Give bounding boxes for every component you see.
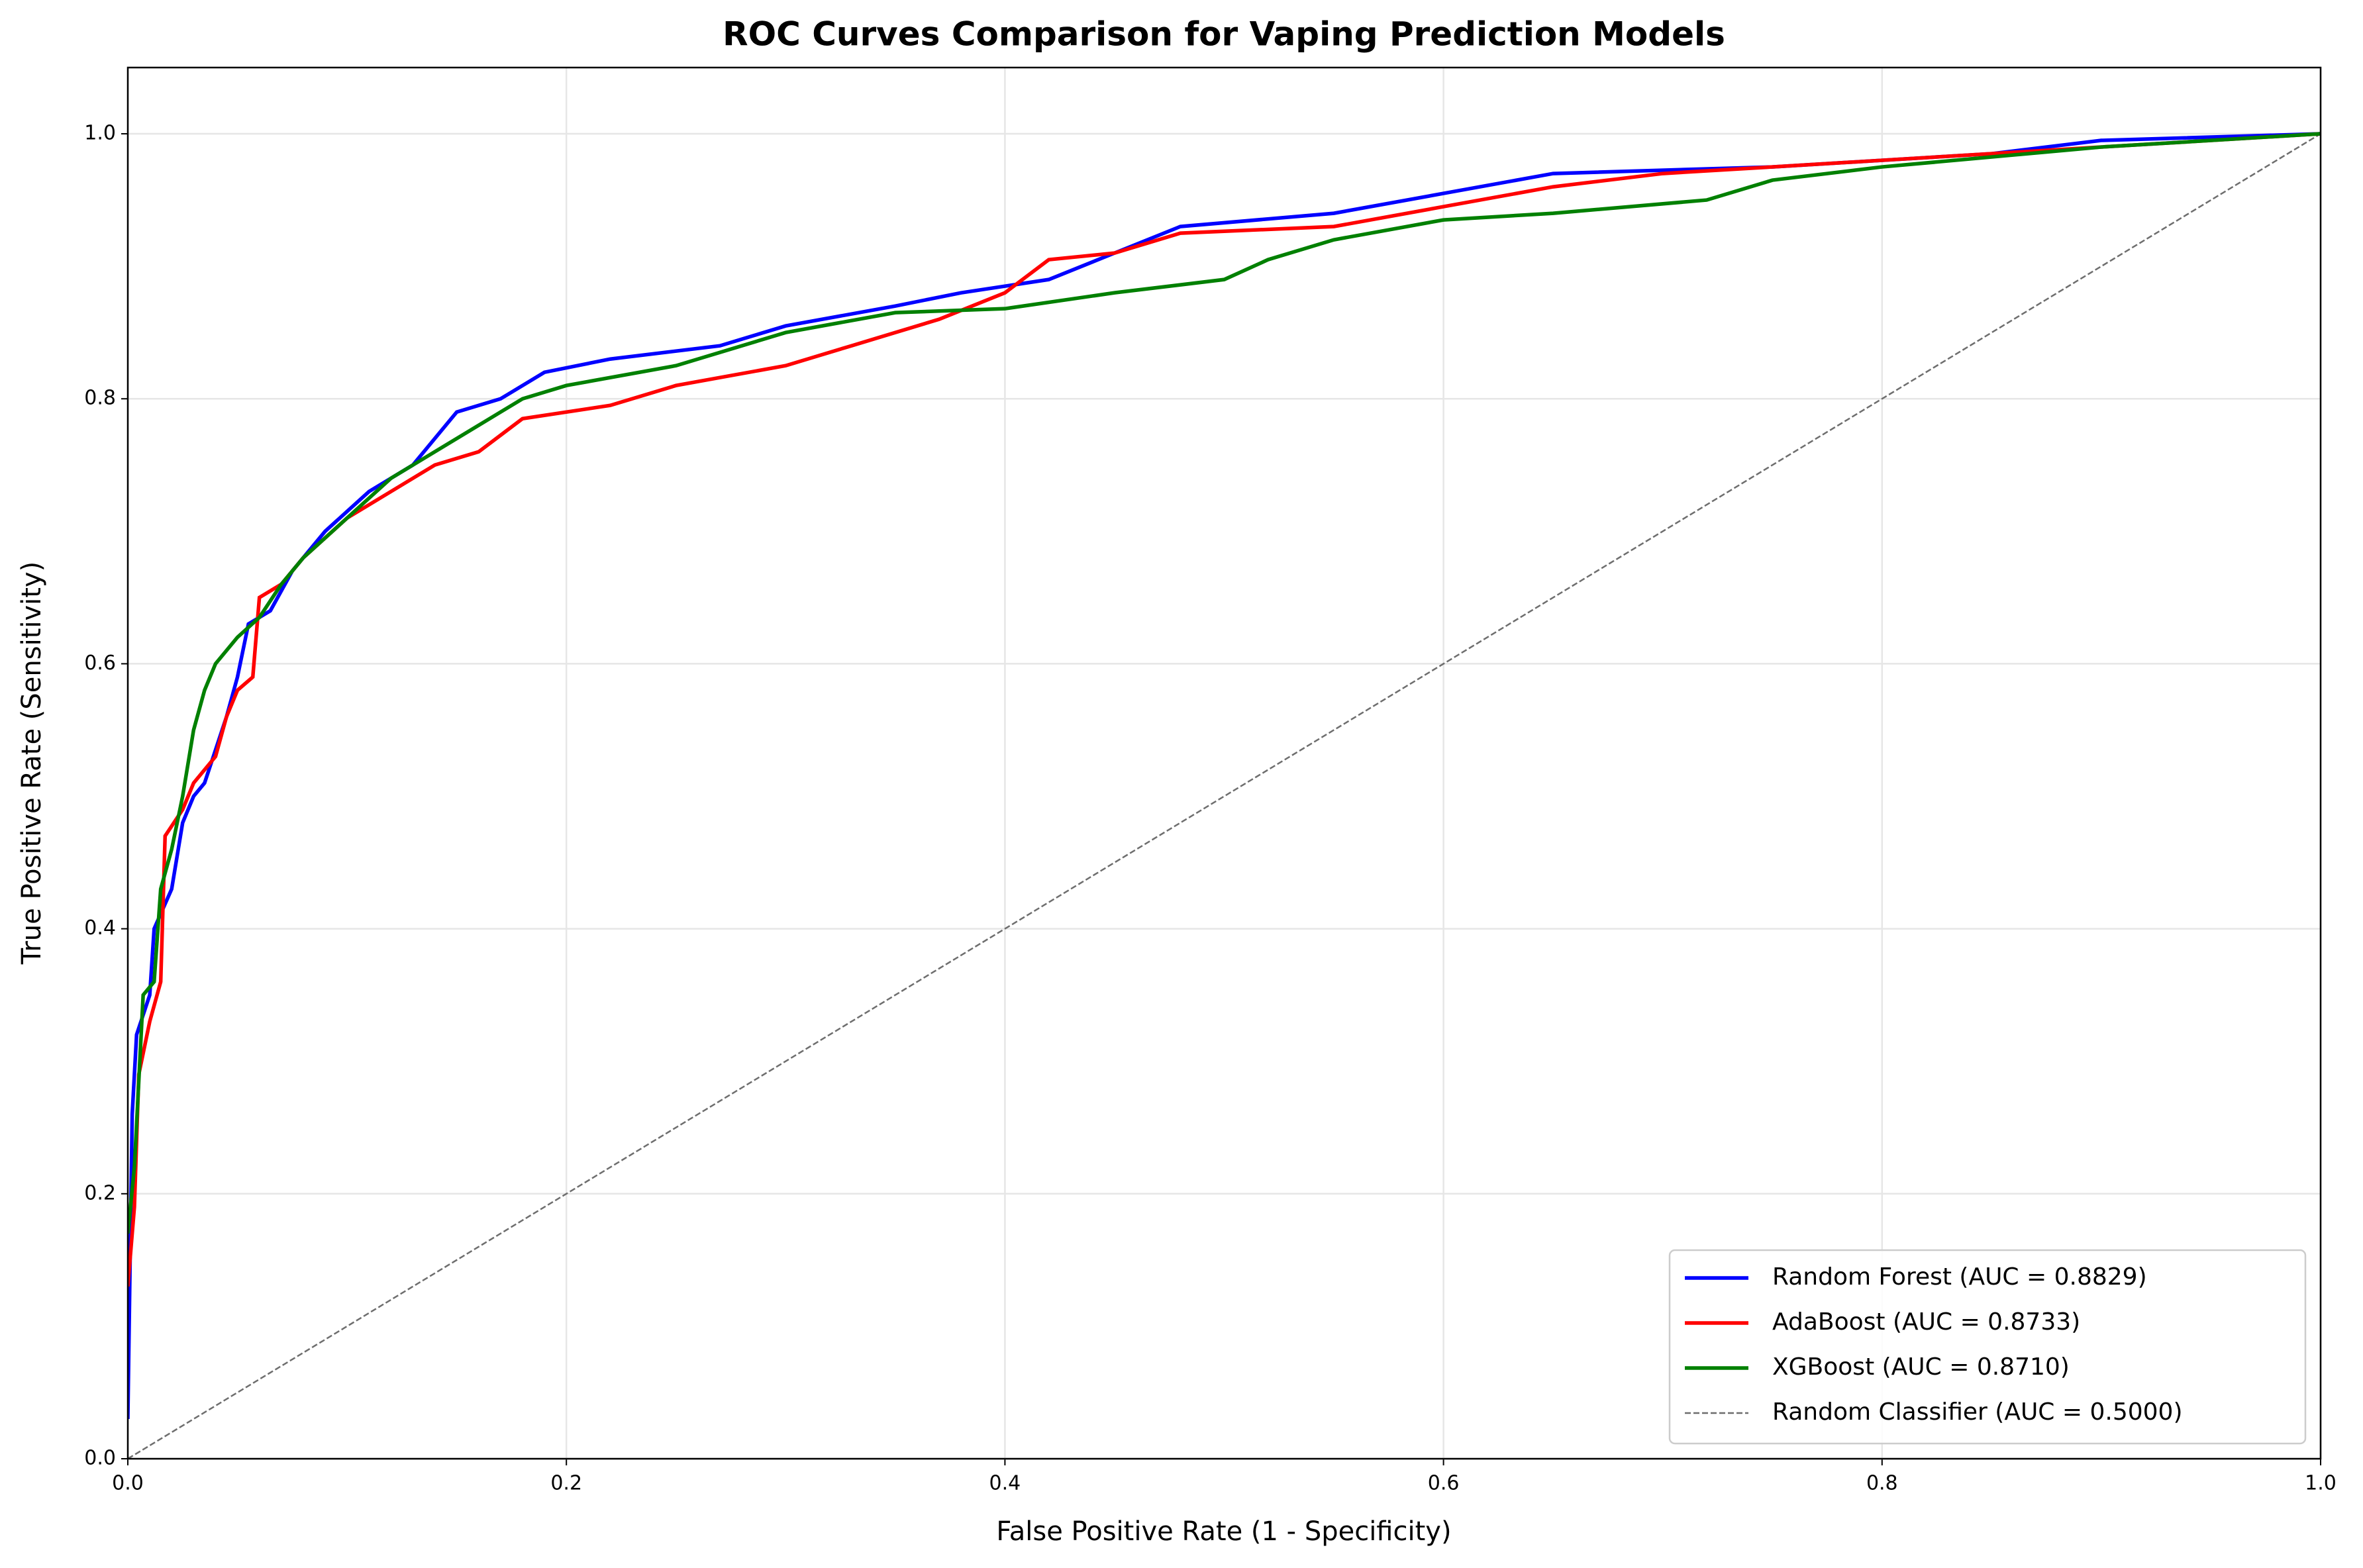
legend-label: AdaBoost (AUC = 0.8733) [1772,1308,2080,1336]
y-axis-label: True Positive Rate (Sensitivity) [17,562,47,965]
legend-box [1668,1249,2307,1445]
roc-curve [128,132,2321,1420]
x-axis-label: False Positive Rate (1 - Specificity) [996,1516,1451,1547]
legend-label: Random Classifier (AUC = 0.5000) [1772,1398,2183,1426]
chart-title: ROC Curves Comparison for Vaping Predict… [723,15,1725,54]
plot-area [128,132,2321,1459]
roc-curve [128,132,2321,1234]
x-tick-label: 0.0 [112,1472,144,1495]
x-tick-label: 0.2 [550,1472,582,1495]
x-tick-label: 1.0 [2305,1472,2337,1495]
y-tick-label: 1.0 [84,122,116,145]
x-tick-label: 0.8 [1866,1472,1898,1495]
y-tick-label: 0.6 [84,652,116,675]
legend-label: XGBoost (AUC = 0.8710) [1772,1353,2070,1381]
reference-line [128,132,2321,1459]
y-tick-label: 0.4 [84,916,116,940]
y-tick-label: 0.0 [84,1447,116,1470]
x-tick-label: 0.4 [989,1472,1021,1495]
y-tick-label: 0.8 [84,387,116,410]
roc-curve [128,132,2321,1287]
y-tick-label: 0.2 [84,1181,116,1204]
legend-label: Random Forest (AUC = 0.8829) [1772,1263,2147,1291]
plot-frame [126,66,2322,1460]
x-tick-label: 0.6 [1428,1472,1460,1495]
